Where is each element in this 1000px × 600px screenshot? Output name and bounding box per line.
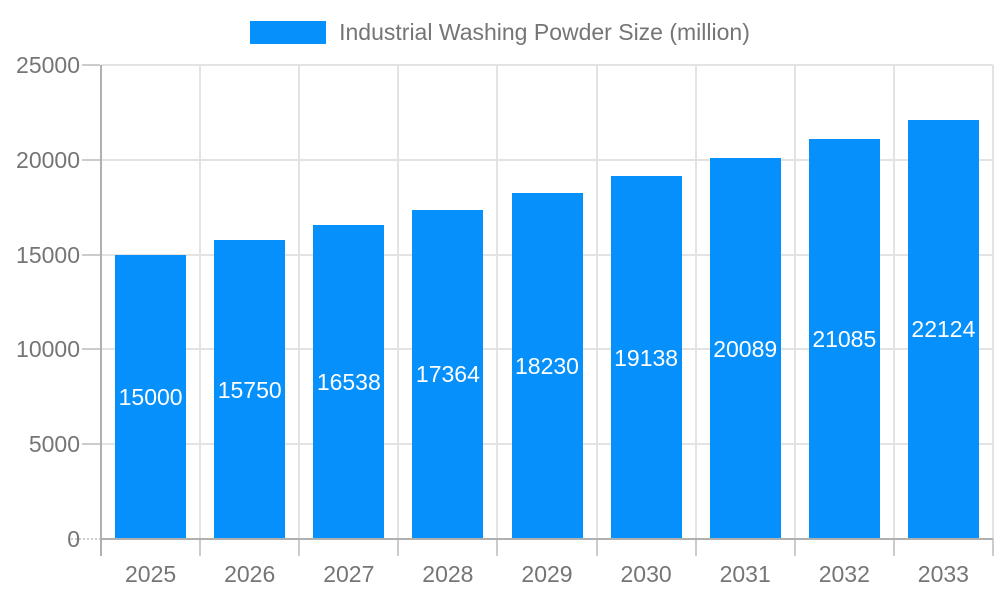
legend-swatch	[250, 20, 327, 44]
bar[interactable]: 20089	[709, 158, 781, 539]
x-tick-mark	[496, 539, 499, 556]
bar-value-label: 18230	[515, 353, 579, 380]
x-gridline	[298, 65, 301, 539]
x-gridline	[992, 65, 994, 539]
bar[interactable]: 19138	[610, 176, 682, 539]
y-zero-tick-mark	[71, 538, 101, 540]
bar-value-label: 20089	[713, 335, 778, 362]
x-tick-label: 2033	[917, 561, 969, 587]
x-tick-label: 2026	[224, 561, 276, 587]
x-gridline	[793, 65, 796, 539]
x-gridline	[199, 65, 202, 539]
y-tick-label: 5000	[28, 431, 80, 458]
x-gridline	[595, 65, 598, 539]
y-gridline	[101, 64, 993, 66]
bar[interactable]: 21085	[808, 139, 880, 539]
x-tick-mark	[595, 539, 598, 556]
bar-value-label: 15000	[118, 383, 183, 410]
x-tick-label: 2032	[818, 561, 870, 587]
x-tick-label: 2031	[719, 561, 771, 587]
x-tick-label: 2028	[422, 561, 474, 587]
y-gridline	[101, 158, 993, 161]
y-tick-label: 15000	[16, 241, 80, 268]
y-tick-label: 10000	[16, 336, 80, 363]
bar[interactable]: 16538	[313, 225, 385, 539]
y-tick-label: 0	[67, 526, 80, 552]
x-tick-mark	[793, 539, 796, 556]
x-axis-baseline	[100, 538, 993, 540]
legend[interactable]: Industrial Washing Powder Size (million)	[0, 18, 1000, 46]
bar[interactable]: 17364	[412, 209, 484, 539]
bar[interactable]: 22124	[907, 119, 979, 539]
x-tick-mark	[298, 539, 301, 556]
y-axis-line	[100, 65, 102, 556]
bar-value-label: 19138	[614, 344, 679, 371]
bar[interactable]: 18230	[511, 193, 583, 539]
y-tick-mark	[82, 348, 100, 351]
legend-label: Industrial Washing Powder Size (million)	[339, 19, 750, 45]
bar-value-label: 16538	[316, 369, 381, 396]
x-tick-mark	[397, 539, 400, 556]
x-tick-mark	[199, 539, 202, 556]
plot-area: 15000 15750 16538 17364 18230 19138 20089 21085…	[101, 64, 994, 539]
x-tick-mark	[892, 539, 895, 556]
bar-value-label: 17364	[415, 361, 480, 388]
x-tick-label: 2027	[323, 561, 375, 587]
x-tick-mark	[694, 539, 697, 556]
bar[interactable]: 15000	[115, 254, 187, 539]
bar-value-label: 21085	[812, 326, 877, 353]
x-tick-label: 2030	[620, 561, 672, 587]
y-tick-mark	[82, 64, 100, 66]
x-gridline	[892, 65, 895, 539]
y-tick-mark	[82, 158, 100, 161]
bar-value-label: 15750	[217, 376, 282, 403]
bar[interactable]: 15750	[214, 240, 286, 539]
y-tick-label: 25000	[16, 52, 80, 78]
x-tick-label: 2029	[521, 561, 573, 587]
y-tick-mark	[82, 443, 100, 446]
bar-value-label: 22124	[911, 316, 976, 343]
x-tick-mark	[992, 539, 994, 556]
x-tick-label: 2025	[125, 561, 177, 587]
x-gridline	[496, 65, 499, 539]
y-tick-mark	[82, 253, 100, 256]
y-tick-label: 20000	[16, 146, 80, 173]
x-gridline	[397, 65, 400, 539]
x-gridline	[694, 65, 697, 539]
